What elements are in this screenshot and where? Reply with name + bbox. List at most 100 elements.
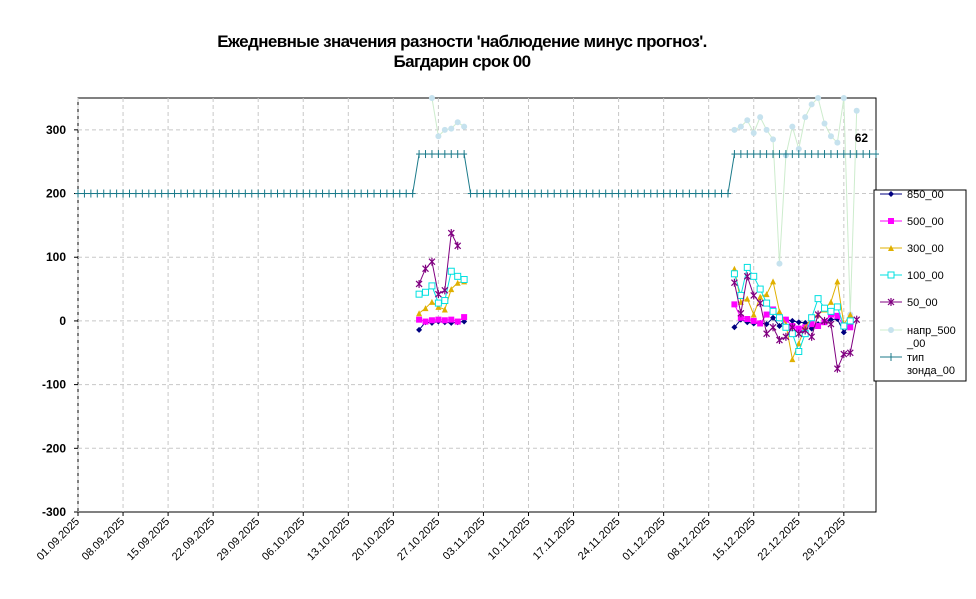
data-point [846, 317, 854, 325]
x-tick-label: 29.12.2025 [801, 516, 848, 563]
data-point [415, 290, 423, 298]
data-point [750, 311, 757, 318]
data-point [416, 316, 423, 323]
data-point [776, 260, 783, 267]
data-point [435, 303, 442, 310]
x-tick-label: 03.11.2025 [441, 516, 488, 563]
x-tick-label: 27.10.2025 [395, 516, 442, 563]
y-tick-label: 100 [46, 250, 66, 264]
legend-item: 100_00 [880, 270, 944, 282]
data-point [815, 323, 822, 330]
data-point [775, 314, 783, 322]
data-point [416, 326, 423, 333]
data-point [422, 305, 429, 312]
data-point [460, 276, 468, 284]
data-point [454, 279, 461, 286]
legend-label: 50_00 [907, 297, 938, 309]
y-tick-label: -100 [42, 378, 66, 392]
legend-item: 850_00 [880, 189, 944, 201]
data-point [763, 311, 770, 318]
data-point [428, 317, 435, 324]
series-напр_500_00 [428, 95, 860, 318]
data-point [888, 218, 894, 224]
x-tick-label: 01.12.2025 [620, 516, 667, 563]
x-tick-label: 06.10.2025 [260, 516, 307, 563]
data-point [737, 123, 744, 130]
data-point [782, 316, 789, 323]
data-point [441, 126, 448, 133]
data-point [448, 316, 455, 323]
x-tick-label: 24.11.2025 [576, 516, 623, 563]
y-tick-label: -200 [42, 441, 66, 455]
legend-label-line2: зонда_00 [907, 365, 955, 377]
data-point [827, 298, 834, 305]
data-point [730, 270, 738, 278]
data-point [757, 114, 764, 121]
data-point [763, 291, 770, 298]
data-point [731, 265, 738, 272]
data-point [776, 323, 783, 330]
x-tick-label: 22.09.2025 [170, 516, 217, 563]
data-point [448, 286, 455, 293]
data-point [731, 324, 738, 331]
data-point [821, 120, 828, 127]
x-tick-label: 22.12.2025 [755, 516, 802, 563]
data-point [750, 272, 758, 280]
chart-subtitle: Багдарин срок 00 [394, 52, 531, 71]
legend-label-line2: _00 [906, 338, 925, 350]
legend-item: 300_00 [880, 243, 944, 255]
data-point [756, 285, 764, 293]
data-point [789, 123, 796, 130]
data-point [428, 95, 435, 101]
data-point [731, 126, 738, 133]
data-point [847, 311, 854, 318]
data-point [840, 322, 848, 330]
data-point [454, 318, 461, 325]
data-point [808, 314, 816, 322]
data-point [422, 288, 430, 296]
legend-label: напр_500 [907, 325, 956, 337]
data-point [770, 136, 777, 143]
data-point [744, 316, 751, 323]
x-axis: 01.09.202508.09.202515.09.202522.09.2025… [35, 512, 848, 563]
legend-item: 50_00 [880, 297, 938, 309]
data-point [847, 324, 854, 331]
data-point [834, 312, 841, 319]
y-tick-label: 200 [46, 187, 66, 201]
data-point [788, 330, 796, 338]
series-line [78, 153, 876, 195]
data-point [833, 303, 841, 311]
data-point [770, 278, 777, 285]
x-tick-label: 29.09.2025 [215, 516, 262, 563]
x-tick-label: 13.10.2025 [305, 516, 352, 563]
data-point [441, 306, 448, 313]
data-point [840, 95, 847, 101]
data-point [757, 293, 764, 300]
data-point [737, 314, 744, 321]
data-point [448, 125, 455, 132]
legend-item: напр_500_00 [880, 325, 956, 350]
data-point [795, 319, 802, 326]
data-point [434, 299, 442, 307]
data-point [416, 310, 423, 317]
data-point [821, 304, 829, 312]
data-point [840, 329, 847, 336]
grid [77, 98, 876, 512]
data-point [802, 114, 809, 121]
x-tick-label: 20.10.2025 [350, 516, 397, 563]
data-point [795, 325, 802, 332]
y-axis: -300 -200 -100 0 100 200 300 [42, 123, 78, 519]
legend-label: 850_00 [907, 189, 944, 201]
data-point [428, 282, 436, 290]
data-point [834, 139, 841, 146]
data-point [795, 340, 802, 347]
data-point [757, 320, 764, 327]
x-tick-label: 17.11.2025 [531, 516, 578, 563]
legend-label: 300_00 [907, 243, 944, 255]
data-point [795, 347, 803, 355]
legend-label: 500_00 [907, 216, 944, 228]
y-tick-label: -300 [42, 505, 66, 519]
data-point [435, 316, 442, 323]
